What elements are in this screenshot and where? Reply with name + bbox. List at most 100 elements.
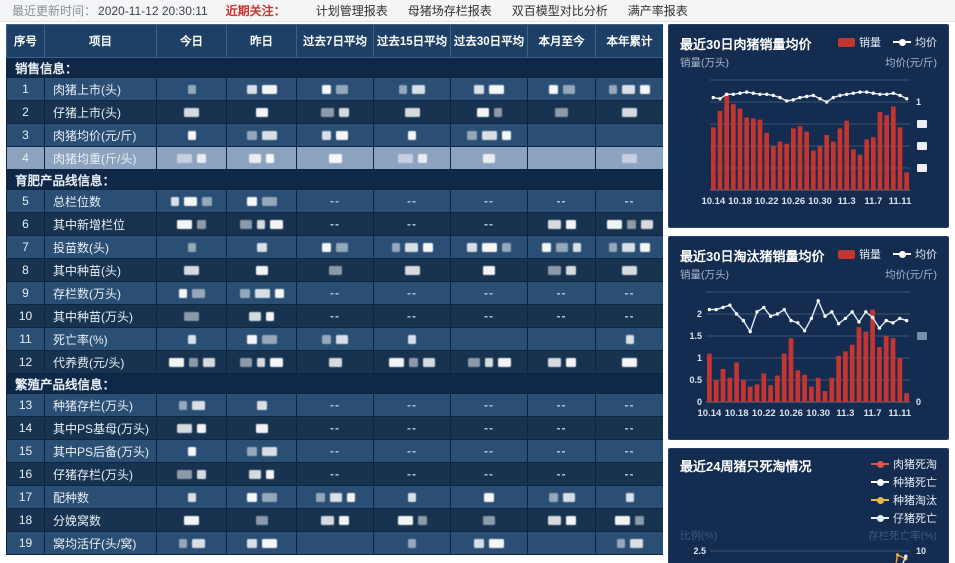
table-row[interactable]: 9 存栏数(万头) -- -- -- -- -- [6, 281, 663, 305]
cell-value [296, 146, 374, 170]
cell-value [156, 350, 227, 374]
table-row[interactable]: 6 其中新增栏位 -- -- -- [6, 212, 663, 236]
redacted-value-block [177, 154, 192, 164]
report-link[interactable]: 满产率报表 [627, 4, 688, 18]
table-row[interactable]: 19 窝均活仔(头/窝) [6, 531, 663, 555]
legend-label: 种猪死亡 [893, 477, 937, 489]
redacted-value-block [622, 266, 637, 276]
cell-value [527, 350, 596, 374]
chart-title: 最近30日肉猪销量均价 [680, 37, 812, 52]
legend-item[interactable]: 种猪淘汰 [871, 492, 937, 508]
redacted-value-block [622, 154, 637, 164]
cell-value [450, 77, 528, 101]
no-data-dashes: -- [330, 467, 340, 481]
redacted-value-block [257, 220, 265, 230]
y-left-unit: 销量(万头) [680, 269, 729, 281]
charts-column: 最近30日肉猪销量均价 销量 均价 销量(万头) 均价(元/斤) 1 10.14 10… [668, 24, 949, 563]
row-label: 分娩窝数 [44, 508, 157, 532]
redacted-value-block [404, 243, 418, 253]
redacted-value-block [336, 335, 348, 345]
table-row[interactable]: 17 配种数 [6, 485, 663, 509]
table-row[interactable]: 18 分娩窝数 [6, 508, 663, 532]
redacted-value-block [542, 243, 551, 253]
table-row[interactable]: 12 代养费(元/头) [6, 350, 663, 374]
no-data-dashes: -- [330, 444, 340, 458]
redacted-value-block [489, 85, 504, 95]
redacted-value-block [547, 516, 561, 526]
y-left-unit: 比例(%) [680, 530, 718, 542]
row-number: 5 [6, 189, 45, 213]
cell-value [156, 146, 227, 170]
redacted-value-block [625, 335, 634, 345]
redacted-value-block [502, 243, 511, 253]
cell-value: -- [450, 189, 528, 213]
table-row[interactable]: 13 种猪存栏(万头) -- -- -- -- -- [6, 393, 663, 417]
svg-text:2: 2 [697, 309, 702, 319]
redacted-value-block [391, 243, 400, 253]
legend-item[interactable]: 销量 [838, 246, 881, 262]
table-row[interactable]: 2 仔猪上市(头) [6, 100, 663, 124]
report-link[interactable]: 计划管理报表 [315, 4, 388, 18]
cell-value [226, 327, 297, 351]
redacted-value-block [178, 289, 187, 299]
cell-value [156, 281, 227, 305]
cell-value: -- [595, 439, 663, 463]
table-row[interactable]: 5 总栏位数 -- -- -- -- -- [6, 189, 663, 213]
legend-line-marker-icon [871, 514, 889, 522]
row-number: 3 [6, 123, 45, 147]
cell-value [296, 350, 374, 374]
redacted-value-block [622, 85, 635, 95]
report-table-panel: 序号 项目 今日 昨日 过去7日平均 过去15日平均 过去30日平均 本月至今 本年累计 销售信息… [6, 24, 663, 555]
death-cull-24w-chart: 2.521.510.501086420 [693, 546, 926, 563]
legend-item[interactable]: 均价 [893, 34, 937, 50]
cell-value [595, 77, 663, 101]
redacted-value-block [261, 539, 277, 549]
table-row[interactable]: 3 肉猪均价(元/斤) [6, 123, 663, 147]
redacted-value-block [255, 516, 268, 526]
redacted-value-block [177, 470, 192, 480]
legend-item[interactable]: 仔猪死亡 [871, 510, 937, 526]
cell-value [373, 100, 451, 124]
report-link[interactable]: 双百模型对比分析 [511, 4, 608, 18]
legend-item[interactable]: 种猪死亡 [871, 474, 937, 490]
y-right-unit: 均价(元/斤) [885, 57, 937, 69]
cell-value: -- [527, 462, 596, 486]
table-row[interactable]: 10 其中种苗(万头) -- -- -- -- -- [6, 304, 663, 328]
svg-text:11.11: 11.11 [889, 196, 912, 207]
no-data-dashes: -- [624, 286, 635, 300]
cell-value: -- [450, 393, 528, 417]
redacted-value-block [184, 516, 199, 526]
table-row[interactable]: 14 其中PS基母(万头) -- -- -- -- -- [6, 416, 663, 440]
row-label: 肉猪均重(斤/头) [44, 146, 157, 170]
cell-value [373, 350, 451, 374]
y-right-unit: 存栏死亡率(%) [868, 530, 937, 542]
table-row[interactable]: 15 其中PS后备(万头) -- -- -- -- -- [6, 439, 663, 463]
redacted-value-block [635, 516, 644, 526]
table-row[interactable]: 7 投苗数(头) [6, 235, 663, 259]
redacted-value-block [329, 493, 342, 503]
redacted-value-block [408, 493, 416, 503]
legend-line-marker-icon [893, 250, 911, 258]
report-link[interactable]: 母猪场存栏报表 [407, 4, 492, 18]
cell-value [595, 350, 663, 374]
row-label: 配种数 [44, 485, 157, 509]
cell-value [595, 212, 663, 236]
cell-value [226, 77, 297, 101]
redacted-value-block [404, 266, 420, 276]
svg-text:0: 0 [697, 397, 702, 407]
legend-item[interactable]: 销量 [838, 34, 881, 50]
legend-item[interactable]: 均价 [893, 246, 937, 262]
table-row[interactable]: 4 肉猪均重(斤/头) [6, 146, 663, 170]
legend-item[interactable]: 肉猪死淘 [871, 456, 937, 472]
column-header: 昨日 [226, 24, 297, 58]
cell-value [226, 350, 297, 374]
cell-value [373, 258, 451, 282]
table-row[interactable]: 11 死亡率(%) [6, 327, 663, 351]
redacted-value-block [565, 516, 576, 526]
cell-value: -- [450, 304, 528, 328]
table-row[interactable]: 1 肉猪上市(头) [6, 77, 663, 101]
table-row[interactable]: 8 其中种苗(头) [6, 258, 663, 282]
chart-legend: 销量 均价 [838, 246, 937, 262]
row-label: 仔猪存栏(万头) [44, 462, 157, 486]
table-row[interactable]: 16 仔猪存栏(万头) -- -- -- -- -- [6, 462, 663, 486]
